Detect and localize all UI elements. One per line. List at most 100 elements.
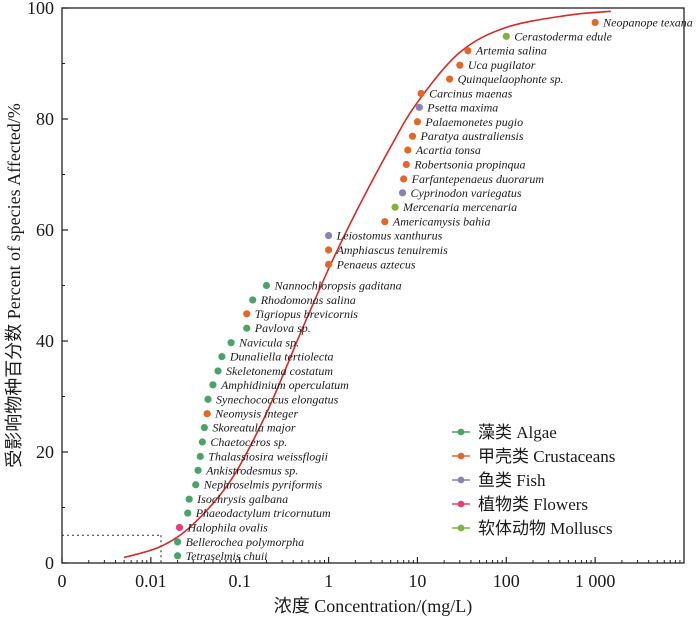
data-point-molluscs	[391, 203, 399, 211]
data-point-fish	[324, 231, 333, 240]
x-tick-label: 10	[408, 571, 426, 591]
species-label: Isochrysis galbana	[196, 492, 288, 506]
data-point-crustaceans	[402, 160, 410, 169]
data-point-crustaceans	[408, 132, 417, 140]
y-tick-label: 100	[27, 0, 54, 18]
data-point-algae	[262, 281, 271, 290]
species-label: Navicula sp.	[238, 336, 299, 350]
data-point-crustaceans	[413, 118, 422, 126]
legend-swatch-fish	[457, 476, 465, 484]
legend-label: 植物类 Flowers	[478, 495, 588, 514]
data-point-algae	[184, 509, 192, 517]
fitted-curve-group	[123, 10, 611, 559]
species-label: Americamysis bahia	[392, 215, 491, 229]
y-tick-label: 0	[45, 553, 54, 573]
species-label: Skeletonema costatum	[226, 364, 333, 378]
data-point-flowers	[175, 523, 184, 532]
legend-label: 甲壳类 Crustaceans	[478, 447, 615, 466]
data-point-algae	[200, 423, 208, 432]
species-label: Halophila ovalis	[186, 520, 268, 534]
species-label: Nannochloropsis gaditana	[273, 279, 401, 293]
data-point-algae	[209, 381, 217, 389]
species-label: Chaetoceros sp.	[210, 435, 287, 449]
data-point-algae	[243, 324, 251, 332]
species-label: Penaeus aztecus	[336, 257, 416, 271]
x-tick-label: 1 000	[575, 571, 616, 591]
species-label: Nephroselmis pyriformis	[203, 478, 323, 492]
data-point-algae	[192, 481, 200, 489]
data-point-algae	[174, 538, 182, 546]
species-label: Thalassiosira weissflogii	[208, 449, 328, 463]
species-label: Dunaliella tertiolecta	[229, 350, 334, 364]
species-label: Acartia tonsa	[415, 143, 481, 157]
data-point-crustaceans	[417, 89, 425, 98]
data-point-crustaceans	[324, 246, 333, 254]
species-label: Robertsonia propinqua	[413, 158, 525, 172]
species-label: Tigriopus brevicornis	[255, 307, 359, 321]
data-point-crustaceans	[445, 75, 454, 83]
species-label: Uca pugilator	[468, 58, 536, 72]
x-tick-label: 0.1	[228, 571, 251, 591]
legend-swatch-algae	[457, 428, 465, 436]
species-label: Phaeodactylum tricornutum	[195, 506, 331, 520]
legend-label: 鱼类 Fish	[478, 471, 546, 490]
y-tick-label: 40	[36, 331, 54, 351]
species-label: Synechococcus elongatus	[216, 392, 339, 406]
data-point-algae	[185, 495, 193, 503]
fitted-curve	[123, 10, 611, 559]
species-label: Ankistrodesmus sp.	[205, 463, 298, 477]
data-point-crustaceans	[243, 310, 251, 318]
data-point-crustaceans	[591, 18, 599, 27]
y-tick-label: 60	[36, 220, 54, 240]
data-point-algae	[198, 438, 206, 446]
data-point-molluscs	[502, 32, 510, 40]
species-label: Skoreatula major	[212, 421, 296, 435]
species-label: Carcinus maenas	[429, 86, 513, 100]
data-point-algae	[174, 552, 182, 560]
data-point-crustaceans	[464, 47, 472, 55]
x-axis-title: 浓度 Concentration/(mg/L)	[274, 596, 472, 617]
data-point-crustaceans	[381, 218, 389, 226]
x-tick-label: 100	[493, 571, 520, 591]
legend-label: 藻类 Algae	[478, 423, 557, 442]
species-label: Palaemonetes pugio	[424, 115, 523, 129]
legend-swatch-crustaceans	[457, 452, 465, 460]
x-tick-label: 1	[324, 571, 333, 591]
axis-titles: 浓度 Concentration/(mg/L) 受影响物种百分数 Percent …	[4, 103, 472, 617]
species-label: Neopanope texana	[602, 15, 693, 29]
y-axis-title: 受影响物种百分数 Percent of species Affected/%	[4, 103, 24, 468]
species-label: Rhodomonas salina	[260, 293, 356, 307]
data-point-algae	[204, 395, 212, 403]
x-tick-label: 0.01	[135, 571, 167, 591]
data-point-crustaceans	[404, 146, 412, 154]
species-label: Quinquelaophonte sp.	[458, 72, 564, 86]
data-points	[174, 18, 599, 560]
species-label: Tetraselmis chuii	[186, 549, 268, 563]
legend-swatch-molluscs	[457, 524, 465, 532]
species-label: Mercenaria mercenaria	[402, 200, 517, 214]
legend-label: 软体动物 Molluscs	[478, 519, 613, 538]
species-label: Amphidinium operculatum	[220, 378, 349, 392]
species-label: Cyprinodon variegatus	[411, 186, 522, 200]
data-point-algae	[196, 452, 204, 461]
data-point-algae	[214, 367, 222, 375]
reference-lines	[62, 534, 162, 563]
species-label: Pavlova sp.	[254, 321, 311, 335]
axis-ticks: 0 0.01 0.1 1 10 100 1 000 0 20 40 60 80 100	[27, 0, 681, 591]
data-point-algae	[218, 352, 226, 361]
data-point-algae	[227, 339, 235, 347]
data-point-crustaceans	[400, 175, 408, 183]
species-label: Farfantepenaeus duorarum	[411, 172, 545, 186]
species-label: Paratya australiensis	[419, 129, 523, 143]
legend: 藻类 Algae 甲壳类 Crustaceans 鱼类 Fish 植物类 Flower…	[452, 423, 615, 538]
data-point-crustaceans	[324, 260, 333, 269]
species-label: Cerastoderma edule	[514, 29, 612, 43]
data-point-algae	[249, 296, 257, 304]
data-point-fish	[415, 103, 423, 111]
species-label: Neomysis integer	[214, 407, 298, 421]
species-label: Amphiascus tenuiremis	[336, 243, 449, 257]
species-label: Psetta maxima	[426, 100, 498, 114]
